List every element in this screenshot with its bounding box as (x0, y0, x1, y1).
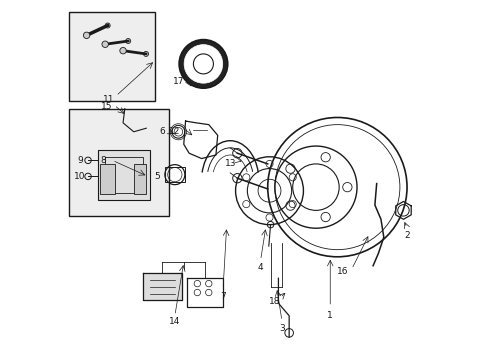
Text: 12: 12 (169, 127, 180, 136)
Text: 16: 16 (336, 267, 348, 276)
Bar (98, 150, 149, 200)
Text: 9: 9 (77, 156, 83, 165)
Text: 3: 3 (279, 324, 285, 333)
Bar (134, 164, 145, 194)
Bar (69, 12, 155, 102)
Text: 10: 10 (74, 172, 86, 181)
Polygon shape (142, 273, 182, 300)
Bar (100, 164, 115, 194)
Circle shape (179, 40, 227, 88)
Text: 4: 4 (257, 263, 263, 272)
Bar (164, 167, 185, 182)
Text: 5: 5 (154, 172, 160, 181)
Text: 14: 14 (169, 316, 180, 325)
Circle shape (184, 45, 222, 83)
Text: 2: 2 (404, 231, 409, 240)
Text: 1: 1 (326, 311, 332, 320)
Circle shape (83, 32, 90, 39)
Text: 13: 13 (224, 159, 236, 168)
Text: 6: 6 (159, 127, 165, 136)
Text: 11: 11 (103, 95, 114, 104)
Text: 17: 17 (172, 77, 184, 86)
Text: 8: 8 (101, 156, 106, 165)
Text: 15: 15 (101, 102, 113, 111)
Bar (105, 157, 142, 193)
Circle shape (102, 41, 108, 48)
Text: 7: 7 (220, 292, 225, 301)
Circle shape (120, 48, 126, 54)
Text: 18: 18 (268, 297, 280, 306)
Bar (69, 109, 169, 216)
